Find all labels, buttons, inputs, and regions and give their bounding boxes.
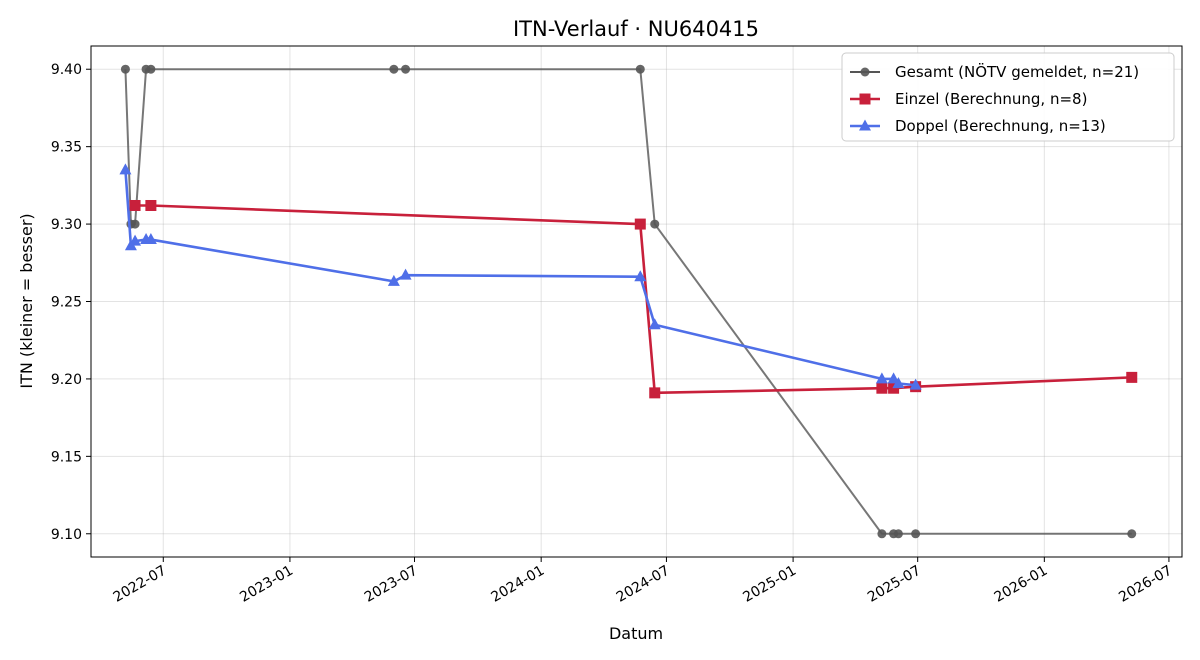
grid-layer: [91, 46, 1182, 557]
series-layer: [119, 64, 1138, 539]
data-point: [911, 529, 921, 539]
legend-label: Doppel (Berechnung, n=13): [895, 117, 1106, 135]
y-tick-label: 9.40: [51, 62, 82, 78]
data-point: [634, 218, 646, 230]
data-point: [893, 529, 903, 539]
data-point: [389, 64, 399, 74]
data-point: [635, 64, 645, 74]
data-point: [875, 372, 888, 384]
data-point: [130, 219, 140, 229]
data-point: [892, 377, 905, 389]
y-tick-label: 9.20: [51, 372, 82, 388]
legend-swatch-marker: [859, 119, 871, 131]
series-2: [119, 163, 922, 390]
data-point: [909, 378, 922, 390]
legend: Gesamt (NÖTV gemeldet, n=21) Einzel (Bere…: [841, 52, 1175, 142]
legend-box: [841, 52, 1175, 142]
data-point: [119, 163, 132, 175]
data-point: [877, 529, 887, 539]
legend-label: Gesamt (NÖTV gemeldet, n=21): [895, 62, 1139, 81]
y-tick-label: 9.35: [51, 140, 82, 156]
chart-title: ITN-Verlauf · NU640415: [513, 17, 759, 41]
data-point: [387, 274, 400, 286]
data-point: [876, 382, 888, 394]
data-point: [399, 268, 412, 280]
data-point: [888, 382, 900, 394]
x-axis-title: Datum: [609, 624, 663, 643]
legend-swatch-marker: [860, 67, 870, 77]
legend-swatch-marker: [859, 93, 871, 105]
data-point: [1126, 371, 1138, 383]
data-point: [1127, 529, 1137, 539]
data-point: [649, 387, 661, 399]
data-point: [401, 64, 411, 74]
data-point: [146, 64, 156, 74]
y-tick-label: 9.25: [51, 295, 82, 311]
y-tick-label: 9.15: [51, 449, 82, 465]
data-point: [634, 270, 647, 282]
data-point: [129, 199, 141, 211]
data-point: [650, 219, 660, 229]
data-point: [120, 64, 130, 74]
y-tick-label: 9.30: [51, 217, 82, 233]
y-axis-title: ITN (kleiner = besser): [17, 213, 36, 388]
data-point: [129, 234, 142, 246]
data-point: [145, 199, 157, 211]
data-point: [144, 233, 157, 245]
legend-label: Einzel (Berechnung, n=8): [895, 90, 1087, 108]
y-tick-label: 9.10: [51, 527, 82, 543]
data-point: [648, 318, 661, 330]
